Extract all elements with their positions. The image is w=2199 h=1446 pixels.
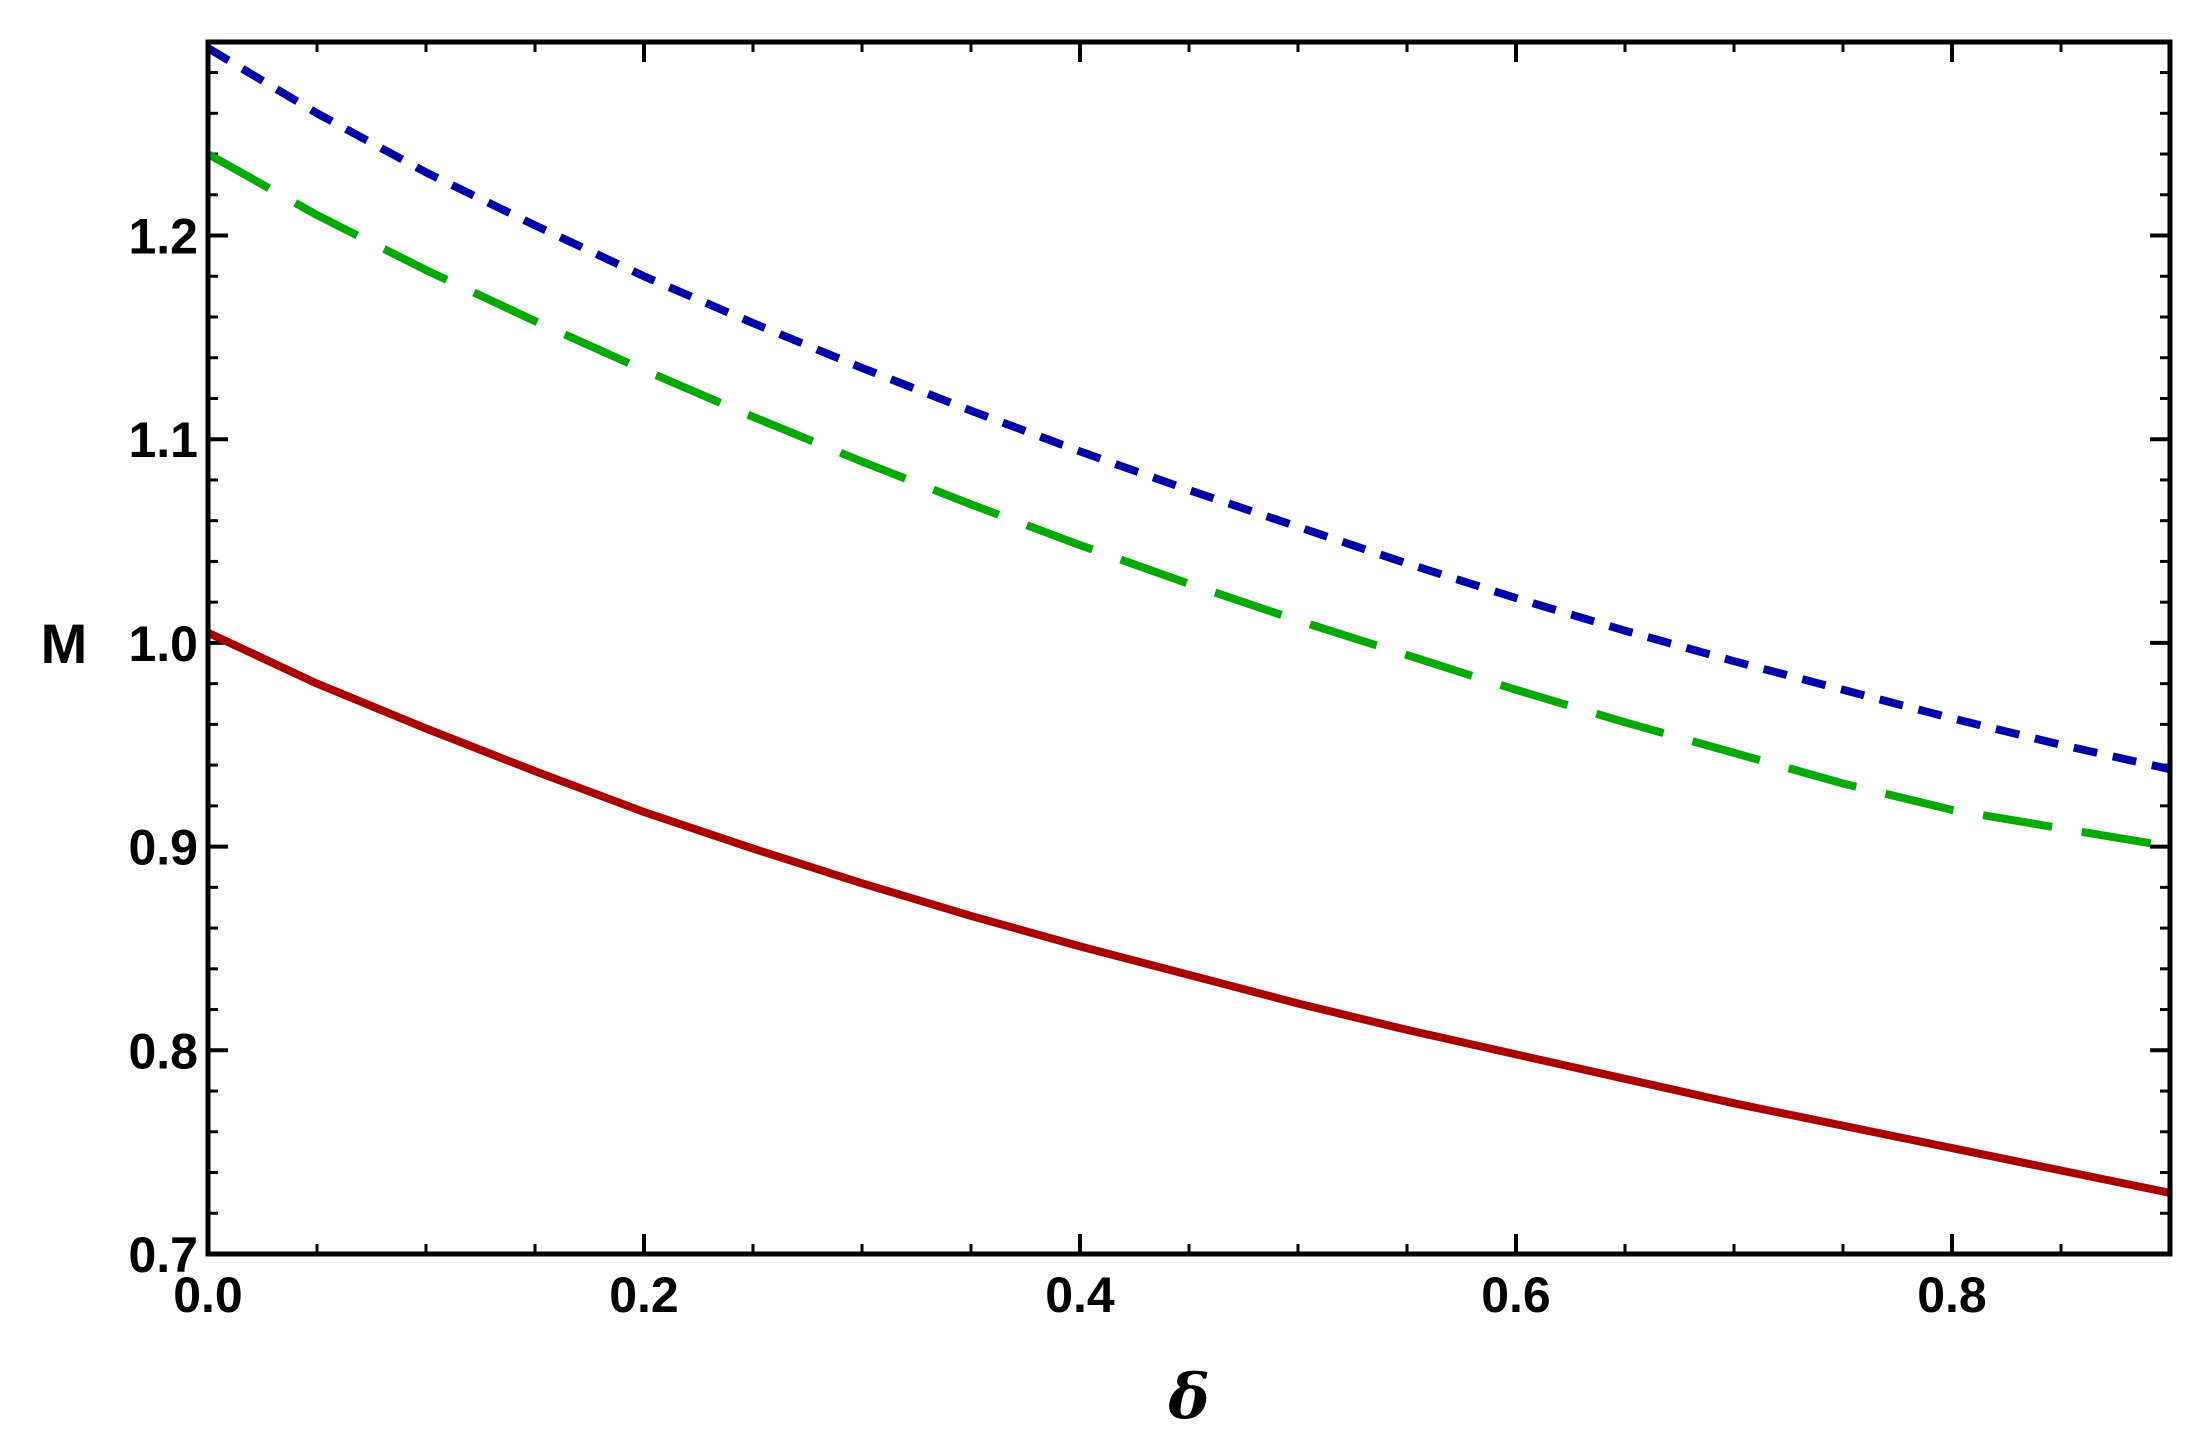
plot-frame [205, 39, 2173, 1257]
x-tick-label: 0.2 [609, 1267, 679, 1323]
series-line-2 [206, 150, 2171, 851]
y-tick-label: 1.1 [128, 412, 198, 468]
y-tick-label: 0.7 [128, 1227, 198, 1283]
series-layer [205, 44, 2171, 1197]
y-tick-label: 0.9 [128, 820, 198, 876]
x-tick-label: 0.6 [1481, 1267, 1551, 1323]
major-ticks [206, 42, 2170, 1256]
x-tick-label: 0.4 [1045, 1267, 1115, 1323]
y-axis-label: M [41, 612, 88, 675]
series-line-1 [206, 629, 2171, 1197]
x-tick-label: 0.0 [173, 1267, 243, 1323]
tick-labels: 0.0 0.2 0.4 0.6 0.8 0.7 0.8 0.9 1.0 1.1 1.2 [128, 209, 1986, 1323]
y-tick-label: 1.2 [128, 209, 198, 265]
series-line-3 [205, 44, 2171, 774]
x-axis-label: δ [1167, 1360, 1209, 1433]
y-tick-label: 1.0 [128, 616, 198, 672]
y-tick-label: 0.8 [128, 1023, 198, 1079]
x-tick-label: 0.8 [1917, 1267, 1987, 1323]
minor-ticks [208, 42, 2172, 1254]
